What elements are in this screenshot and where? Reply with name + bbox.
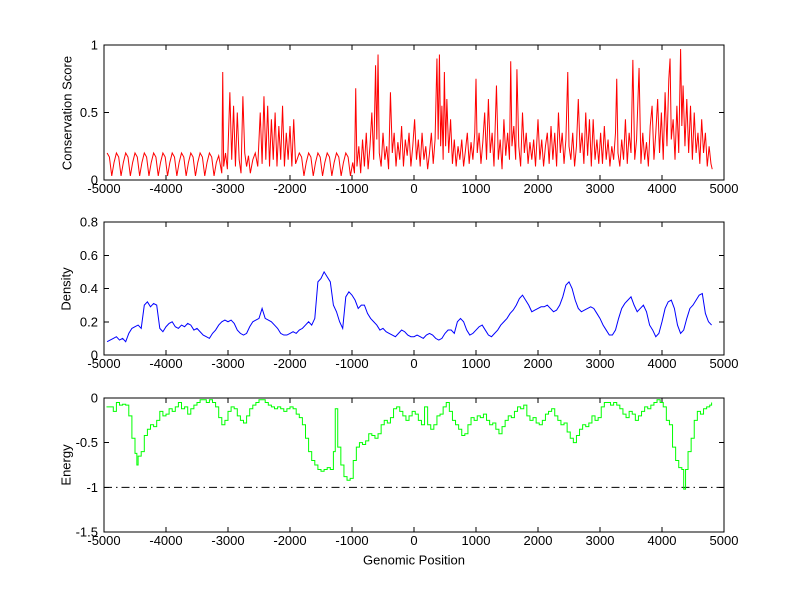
x-tick-label: -4000: [149, 533, 182, 548]
x-tick-label: -4000: [149, 356, 182, 371]
x-tick-label: 4000: [648, 356, 677, 371]
y-tick-label: 0: [91, 348, 98, 363]
x-tick-label: 0: [410, 181, 417, 196]
x-tick-label: -1000: [335, 356, 368, 371]
plot-frame: [103, 44, 725, 181]
y-tick-label: 1: [91, 38, 98, 53]
y-axis-label-density: Density: [58, 267, 74, 311]
x-tick-label: -2000: [273, 533, 306, 548]
subplot-density: -5000 -4000 -3000 -2000 -1000 0 1000 2000 3000 40…: [80, 215, 739, 372]
x-tick-label: 3000: [586, 356, 615, 371]
y-axis-label-conservation-score: Conservation Score: [59, 55, 75, 171]
x-tick-label: 0: [410, 356, 417, 371]
y-tick-label: 0.2: [80, 314, 98, 329]
x-tick-label: 2000: [524, 181, 553, 196]
plot-frame: [103, 397, 725, 533]
x-tick-label: 4000: [648, 533, 677, 548]
x-tick-label: -3000: [211, 533, 244, 548]
x-tick-label: -1000: [335, 533, 368, 548]
series-energy: [106, 399, 713, 490]
x-tick-label: 5000: [710, 356, 739, 371]
y-tick-label: -1.5: [76, 525, 98, 540]
y-axis-label-energy: Energy: [58, 444, 74, 486]
x-tick-label: 3000: [586, 181, 615, 196]
y-tick-label: -1: [86, 480, 98, 495]
x-tick-label: 0: [410, 533, 417, 548]
subplot-energy: -5000 -4000 -3000 -2000 -1000 0 1000 2000 3000 40…: [76, 391, 739, 549]
x-tick-label: -2000: [273, 181, 306, 196]
x-tick-label: -3000: [211, 181, 244, 196]
x-tick-label: 5000: [710, 181, 739, 196]
series-conservation-score: [106, 49, 713, 177]
x-tick-label: 1000: [462, 533, 491, 548]
x-tick-label: -1000: [335, 181, 368, 196]
x-tick-label: 1000: [462, 356, 491, 371]
y-tick-label: 0.5: [80, 105, 98, 120]
x-axis-label-genomic-position: Genomic Position: [363, 552, 465, 568]
x-tick-label: -4000: [149, 181, 182, 196]
y-tick-label: 0.6: [80, 248, 98, 263]
x-tick-label: -5000: [87, 356, 120, 371]
series-density: [106, 270, 712, 343]
y-tick-label: 0: [91, 391, 98, 406]
y-tick-label: 0: [91, 173, 98, 188]
x-tick-label: -5000: [87, 533, 120, 548]
x-tick-label: 2000: [524, 356, 553, 371]
x-tick-label: -2000: [273, 356, 306, 371]
y-tick-label: -0.5: [76, 435, 98, 450]
plot-frame: [103, 221, 725, 356]
x-tick-label: 2000: [524, 533, 553, 548]
x-tick-label: 4000: [648, 181, 677, 196]
y-tick-label: 0.8: [80, 215, 98, 230]
x-tick-label: 1000: [462, 181, 491, 196]
x-tick-label: -5000: [87, 181, 120, 196]
x-tick-label: 3000: [586, 533, 615, 548]
subplot-conservation-score: -5000 -4000 -3000 -2000 -1000 0 1000 2000 3000 40…: [80, 38, 739, 197]
y-tick-label: 0.4: [80, 281, 98, 296]
x-tick-label: 5000: [710, 533, 739, 548]
x-tick-label: -3000: [211, 356, 244, 371]
